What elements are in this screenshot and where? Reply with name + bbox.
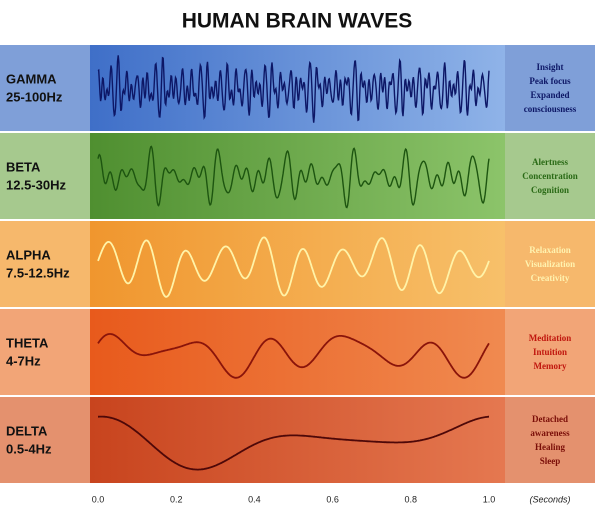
band-effect: Expanded — [530, 90, 569, 100]
title: HUMAN BRAIN WAVES — [182, 10, 413, 33]
band-effect: Relaxation — [529, 245, 571, 255]
band-effect-bg — [505, 221, 595, 307]
band-label-bg — [0, 45, 90, 131]
band-effect: Healing — [535, 442, 566, 452]
x-tick-label: 0.8 — [405, 494, 418, 504]
axis-unit: (Seconds) — [529, 494, 570, 504]
band-range: 0.5-4Hz — [6, 441, 52, 456]
band-effect: Cognition — [531, 185, 569, 195]
band-range: 25-100Hz — [6, 89, 63, 104]
band-name: DELTA — [6, 423, 48, 438]
band-effect-bg — [505, 397, 595, 483]
band-range: 7.5-12.5Hz — [6, 265, 70, 280]
band-name: GAMMA — [6, 71, 57, 86]
band-label-bg — [0, 309, 90, 395]
band-effect: Peak focus — [529, 76, 571, 86]
band-effect: Meditation — [529, 333, 572, 343]
band-effect: Intuition — [533, 347, 567, 357]
band-effect: Detached — [532, 414, 568, 424]
band-label-bg — [0, 221, 90, 307]
band-effect: Visualization — [525, 259, 575, 269]
wave — [97, 333, 490, 379]
band-effect: Sleep — [540, 456, 561, 466]
band-effect-bg — [505, 309, 595, 395]
band-effect: Concentration — [522, 171, 578, 181]
wave — [98, 415, 489, 471]
band-name: BETA — [6, 159, 41, 174]
band-wave-bg — [90, 221, 505, 307]
band-effect: Alertness — [532, 157, 568, 167]
band-effect: Memory — [534, 361, 567, 371]
band-range: 4-7Hz — [6, 353, 41, 368]
band-effect: awareness — [530, 428, 570, 438]
band-effect: Creativity — [531, 273, 570, 283]
band-range: 12.5-30Hz — [6, 177, 66, 192]
band-effect: Insight — [536, 62, 563, 72]
wave — [97, 55, 490, 123]
band-label-bg — [0, 397, 90, 483]
band-wave-bg — [90, 397, 505, 483]
x-tick-label: 0.2 — [170, 494, 183, 504]
band-label-bg — [0, 133, 90, 219]
band-name: ALPHA — [6, 247, 51, 262]
band-wave-bg — [90, 133, 505, 219]
x-tick-label: 1.0 — [483, 494, 496, 504]
x-tick-label: 0.0 — [92, 494, 105, 504]
band-effect: consciousness — [524, 104, 577, 114]
wave — [97, 145, 490, 209]
band-effect-bg — [505, 133, 595, 219]
wave — [97, 236, 490, 298]
band-name: THETA — [6, 335, 49, 350]
band-effect-bg — [505, 45, 595, 131]
x-tick-label: 0.4 — [248, 494, 261, 504]
x-tick-label: 0.6 — [326, 494, 339, 504]
